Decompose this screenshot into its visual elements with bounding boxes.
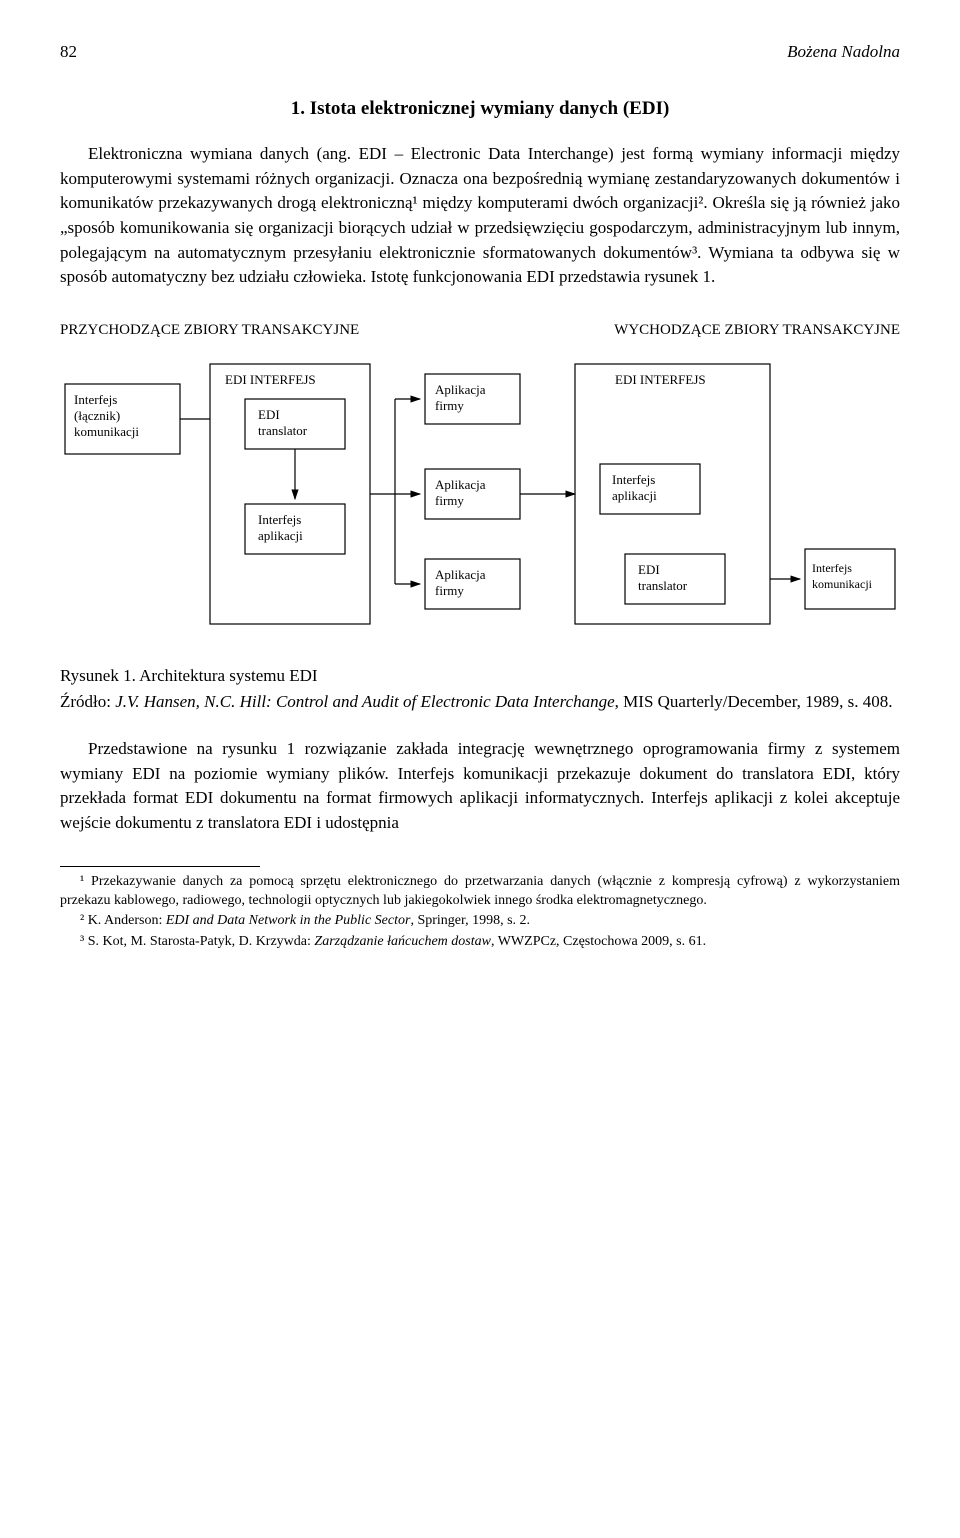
svg-text:firmy: firmy (435, 493, 464, 508)
svg-text:Aplikacja: Aplikacja (435, 382, 486, 397)
paragraph-2: Przedstawione na rysunku 1 rozwiązanie z… (60, 737, 900, 836)
running-header: 82 Bożena Nadolna (60, 40, 900, 65)
footnote-1: ¹ Przekazywanie danych za pomocą sprzętu… (60, 873, 900, 911)
box-edi-interfejs-left: EDI INTERFEJS (225, 372, 316, 387)
box-edi-interfejs-right: EDI INTERFEJS (615, 372, 706, 387)
page-number: 82 (60, 40, 77, 65)
svg-text:Interfejs: Interfejs (812, 561, 852, 575)
edi-architecture-diagram: PRZYCHODZĄCE ZBIORY TRANSAKCYJNE WYCHODZ… (60, 320, 900, 644)
svg-text:Aplikacja: Aplikacja (435, 477, 486, 492)
svg-text:firmy: firmy (435, 398, 464, 413)
svg-text:EDI: EDI (638, 562, 660, 577)
svg-text:Aplikacja: Aplikacja (435, 567, 486, 582)
diagram-svg: Interfejs (łącznik) komunikacji EDI INTE… (60, 354, 900, 644)
svg-text:komunikacji: komunikacji (812, 577, 873, 591)
svg-text:Interfejs: Interfejs (612, 472, 655, 487)
box-interfejs-lacznik-l3: komunikacji (74, 424, 139, 439)
box-interfejs-lacznik-l1: Interfejs (74, 392, 117, 407)
figure-caption: Rysunek 1. Architektura systemu EDI (60, 664, 900, 689)
box-interfejs-lacznik-l2: (łącznik) (74, 408, 120, 423)
section-heading: 1. Istota elektronicznej wymiany danych … (60, 95, 900, 123)
diagram-header-left: PRZYCHODZĄCE ZBIORY TRANSAKCYJNE (60, 320, 359, 342)
svg-text:aplikacji: aplikacji (612, 488, 657, 503)
svg-text:translator: translator (258, 423, 308, 438)
diagram-headers: PRZYCHODZĄCE ZBIORY TRANSAKCYJNE WYCHODZ… (60, 320, 900, 342)
svg-text:Interfejs: Interfejs (258, 512, 301, 527)
paragraph-1: Elektroniczna wymiana danych (ang. EDI –… (60, 142, 900, 290)
svg-text:translator: translator (638, 578, 688, 593)
svg-text:EDI: EDI (258, 407, 280, 422)
footnote-3: ³ S. Kot, M. Starosta-Patyk, D. Krzywda:… (60, 933, 900, 952)
figure-source: Źródło: J.V. Hansen, N.C. Hill: Control … (60, 690, 900, 715)
footnote-separator (60, 866, 260, 867)
header-author: Bożena Nadolna (787, 40, 900, 65)
svg-text:aplikacji: aplikacji (258, 528, 303, 543)
svg-text:firmy: firmy (435, 583, 464, 598)
footnote-2: ² K. Anderson: EDI and Data Network in t… (60, 912, 900, 931)
diagram-header-right: WYCHODZĄCE ZBIORY TRANSAKCYJNE (614, 320, 900, 342)
